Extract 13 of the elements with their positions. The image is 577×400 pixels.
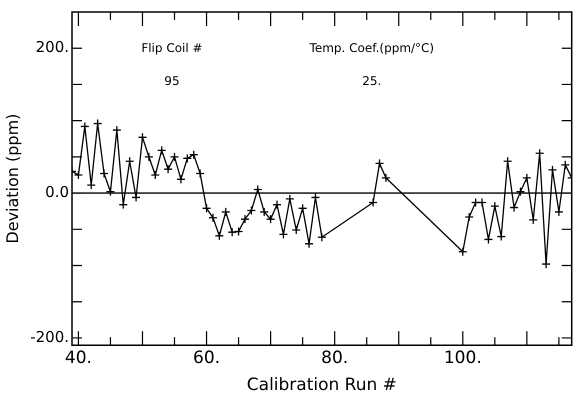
y-axis-title: Deviation (ppm) — [2, 114, 22, 244]
x-tick-label: 80. — [321, 348, 348, 368]
annotation: Temp. Coef.(ppm/°C) — [308, 40, 434, 55]
annotation: Flip Coil # — [141, 40, 203, 55]
y-tick-label: 200. — [36, 38, 70, 56]
y-tick-label: 0.0 — [45, 182, 70, 201]
annotation: 25. — [362, 74, 382, 88]
x-axis-title: Calibration Run # — [246, 375, 397, 396]
x-tick-label: 100. — [444, 348, 482, 368]
y-tick-label: -200. — [30, 328, 70, 346]
x-tick-label: 60. — [193, 348, 220, 368]
x-tick-label: 40. — [64, 348, 92, 368]
annotation: 95 — [164, 74, 180, 88]
